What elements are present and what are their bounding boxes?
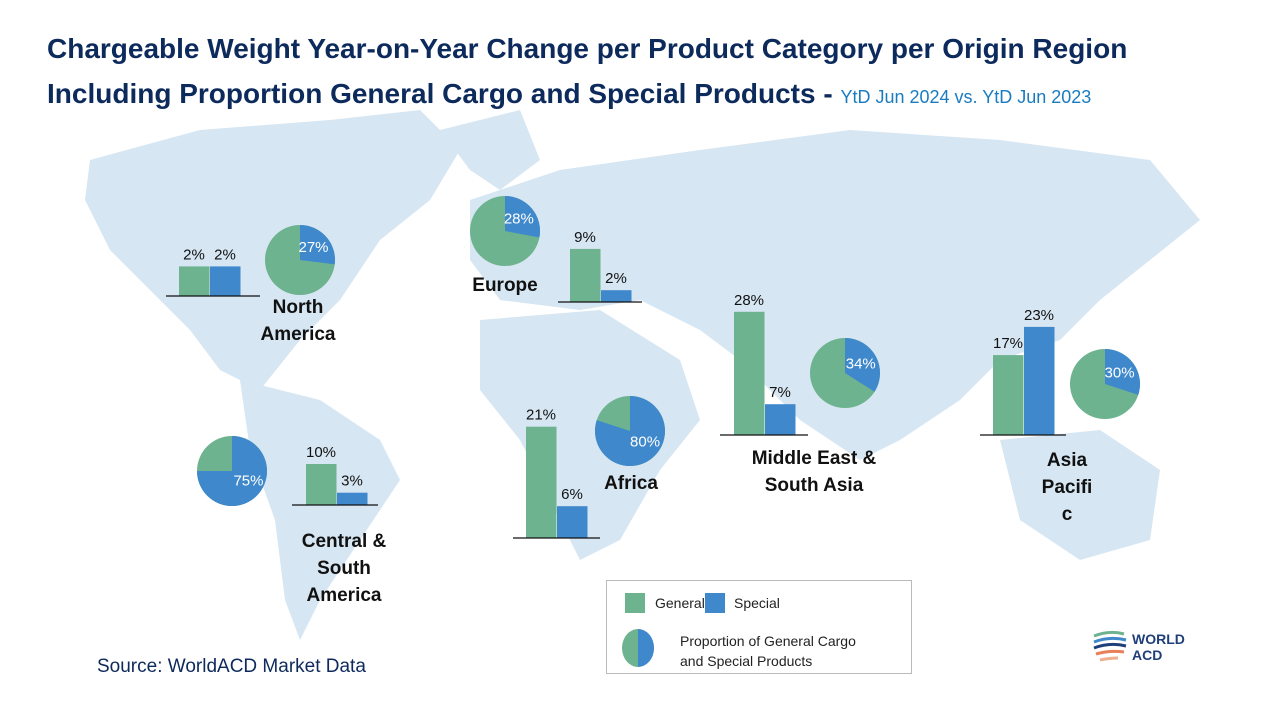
bar-label-special: 2% <box>605 270 627 287</box>
region-label-line: America <box>306 585 382 606</box>
pie-slice-special <box>594 396 665 467</box>
region-label-north-america: North America <box>218 294 378 348</box>
bar-label-general: 28% <box>734 292 764 309</box>
region-central-south-america: 10% 3% 75% <box>197 436 378 506</box>
region-label-line: Asia <box>1046 450 1088 471</box>
pie-slice-special <box>300 225 336 265</box>
region-middle-east-south-asia: 28% 7% 34% <box>720 292 880 436</box>
title-line-2-text: Including Proportion General Cargo and S… <box>47 78 816 109</box>
region-label-middle-east-south-asia: Middle East & South Asia <box>734 445 894 499</box>
region-label-line: c <box>1061 504 1073 525</box>
region-label-central-south-america: Central & South America <box>264 528 424 609</box>
pie-slice-special <box>197 436 267 506</box>
region-label-line: Europe <box>472 275 538 296</box>
pie-label-special: 34% <box>846 355 876 372</box>
bar-special <box>1024 326 1055 435</box>
bar-special <box>601 290 632 302</box>
region-label-asia-pacific: Asia Pacifi c <box>987 447 1147 528</box>
region-label-line: Central & <box>301 531 387 552</box>
legend-special-swatch <box>705 593 725 613</box>
bar-general <box>306 464 337 505</box>
region-label-line: Pacifi <box>1041 477 1093 498</box>
pie-label-special: 80% <box>630 434 660 451</box>
bar-label-general: 2% <box>183 246 205 263</box>
title-line-1: Chargeable Weight Year-on-Year Change pe… <box>47 33 1128 64</box>
legend-special-label: Special <box>734 595 780 611</box>
region-label-line: Africa <box>604 473 658 494</box>
bar-special <box>210 266 241 296</box>
region-label-africa: Africa <box>551 470 711 497</box>
bar-special <box>337 492 368 505</box>
bar-label-special: 6% <box>561 486 583 503</box>
bar-general <box>570 248 601 302</box>
region-asia-pacific: 17%23% 30% <box>980 307 1140 436</box>
pie-label-special: 27% <box>298 239 328 256</box>
title-line-2: Including Proportion General Cargo and S… <box>47 78 1092 109</box>
bar-label-general: 21% <box>526 407 556 424</box>
pie-label-special: 28% <box>504 211 534 228</box>
bar-label-special: 23% <box>1024 307 1054 324</box>
region-europe: 9% 2% 28% <box>470 195 642 303</box>
bar-label-special: 2% <box>214 246 236 263</box>
bar-general <box>526 426 557 538</box>
pie-slice-special <box>505 195 541 238</box>
bar-label-general: 10% <box>306 444 336 461</box>
legend-proportion-line-2: and Special Products <box>680 653 813 669</box>
region-label-line: North <box>272 297 324 318</box>
pie-slice-special <box>1105 349 1140 395</box>
region-label-line: South <box>317 558 371 579</box>
legend-general-label: General <box>655 595 705 611</box>
legend-general-swatch <box>625 593 645 613</box>
legend-pie-icon <box>622 629 654 667</box>
bar-special <box>557 506 588 538</box>
region-label-line: South Asia <box>764 475 864 496</box>
pie-label-special: 75% <box>233 472 263 489</box>
bar-general <box>179 266 210 296</box>
bar-general <box>993 355 1024 435</box>
legend-proportion-line-1: Proportion of General Cargo <box>680 633 856 649</box>
subtitle: YtD Jun 2024 vs. YtD Jun 2023 <box>840 87 1092 107</box>
bar-label-special: 3% <box>341 473 363 490</box>
region-label-line: Middle East & <box>751 448 877 469</box>
region-label-line: America <box>260 324 336 345</box>
pie-label-special: 30% <box>1105 364 1135 381</box>
source-note: Source: WorldACD Market Data <box>97 656 366 677</box>
bar-label-general: 9% <box>574 229 596 246</box>
bar-label-general: 17% <box>993 335 1023 352</box>
bar-special <box>765 404 796 435</box>
worldacd-logo: WORLD ACD <box>1092 628 1192 673</box>
svg-text:ACD: ACD <box>1132 647 1162 663</box>
legend: General Special Proportion of General Ca… <box>606 580 912 674</box>
bar-label-special: 7% <box>769 384 791 401</box>
svg-text:WORLD: WORLD <box>1132 631 1185 647</box>
bar-general <box>734 311 765 435</box>
pie-slice-special <box>845 338 880 392</box>
region-north-america: 2% 2% 27% <box>166 225 336 297</box>
region-label-europe: Europe <box>425 272 585 299</box>
region-africa: 21% 6% 80% <box>513 396 665 539</box>
